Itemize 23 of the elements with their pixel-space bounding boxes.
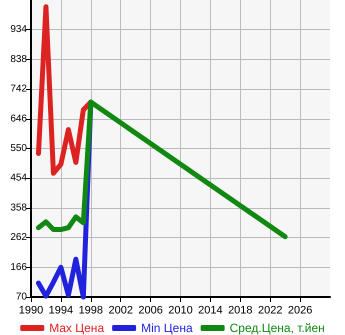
x-tick-label: 2006 xyxy=(138,304,163,316)
y-tick-label: 454 xyxy=(10,172,28,184)
x-tick-label: 1994 xyxy=(48,304,74,316)
x-tick-label: 2018 xyxy=(228,304,253,316)
x-tick-label: 1998 xyxy=(78,304,104,316)
y-tick-label: 550 xyxy=(10,143,28,154)
x-tick-label: 2010 xyxy=(168,304,193,316)
y-tick-label: 934 xyxy=(10,24,28,36)
x-tick-label: 2022 xyxy=(258,304,282,316)
legend-label: Сред.Цена, т.йен xyxy=(230,321,325,335)
x-tick-label: 1990 xyxy=(18,304,44,316)
x-tick-label: 2014 xyxy=(198,304,223,316)
legend-label: Max Цена xyxy=(49,321,104,335)
y-tick-label: 742 xyxy=(10,84,28,95)
y-tick-label: 262 xyxy=(10,232,28,244)
legend-label: Min Цена xyxy=(141,321,193,335)
y-tick-label: 838 xyxy=(10,54,28,65)
y-tick-label: 358 xyxy=(10,202,28,214)
y-tick-label: 166 xyxy=(10,262,28,273)
x-tick-label: 2002 xyxy=(108,304,133,316)
y-tick-label: 646 xyxy=(10,113,28,124)
y-tick-label: 70 xyxy=(16,292,28,302)
x-tick-label: 2026 xyxy=(288,304,312,316)
